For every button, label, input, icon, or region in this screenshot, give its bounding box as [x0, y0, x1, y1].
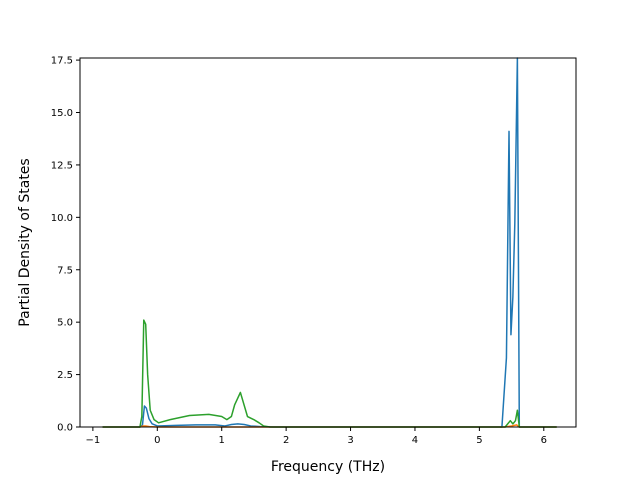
x-tick-label: 5 — [476, 435, 482, 446]
plot-area — [80, 58, 576, 427]
x-axis-label: Frequency (THz) — [271, 459, 385, 475]
y-tick-label: 12.5 — [51, 160, 73, 171]
x-tick-label: 2 — [283, 435, 289, 446]
x-tick-label: 3 — [347, 435, 353, 446]
y-tick-label: 5.0 — [57, 318, 73, 329]
ticks-layer: −1 0 1 2 3 4 5 6 0.0 2.5 5.0 7.5 10.0 12.5 15.0 17.5 — [51, 56, 547, 446]
y-axis-label: Partial Density of States — [17, 158, 33, 326]
x-tick-label: −1 — [86, 435, 101, 446]
y-tick-label: 2.5 — [57, 370, 73, 381]
x-tick-label: 4 — [412, 435, 418, 446]
y-tick-label: 15.0 — [51, 108, 73, 119]
y-tick-label: 10.0 — [51, 213, 73, 224]
y-tick-label: 17.5 — [51, 56, 73, 67]
plot-frame — [79, 57, 577, 428]
x-tick-label: 6 — [541, 435, 547, 446]
x-tick-label: 1 — [219, 435, 225, 446]
series-line-1 — [102, 57, 557, 428]
y-tick-label: 0.0 — [57, 423, 73, 434]
y-tick-label: 7.5 — [57, 265, 73, 276]
series-line-3 — [102, 319, 557, 428]
x-tick-label: 0 — [154, 435, 160, 446]
